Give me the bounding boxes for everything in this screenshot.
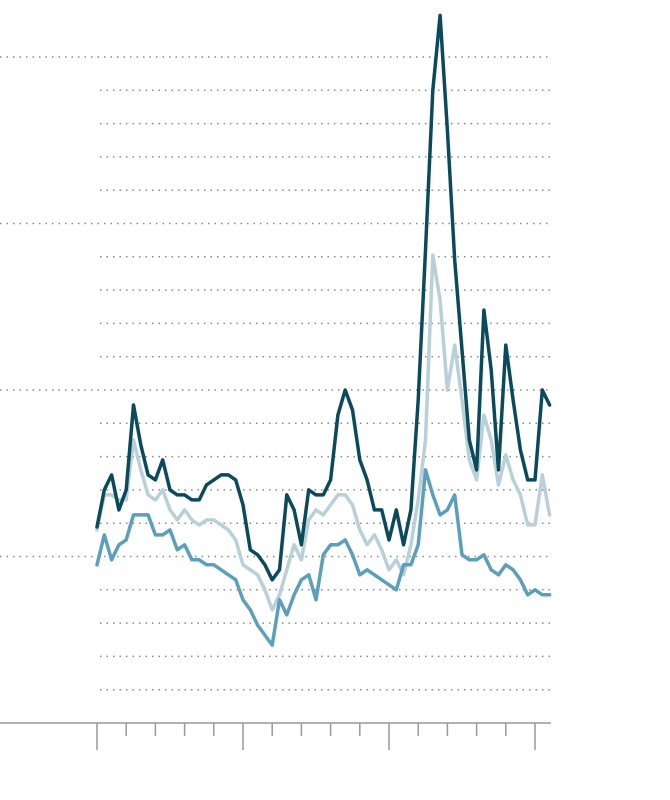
series-line <box>95 468 552 647</box>
series-line <box>95 253 552 612</box>
series-line <box>95 13 552 582</box>
